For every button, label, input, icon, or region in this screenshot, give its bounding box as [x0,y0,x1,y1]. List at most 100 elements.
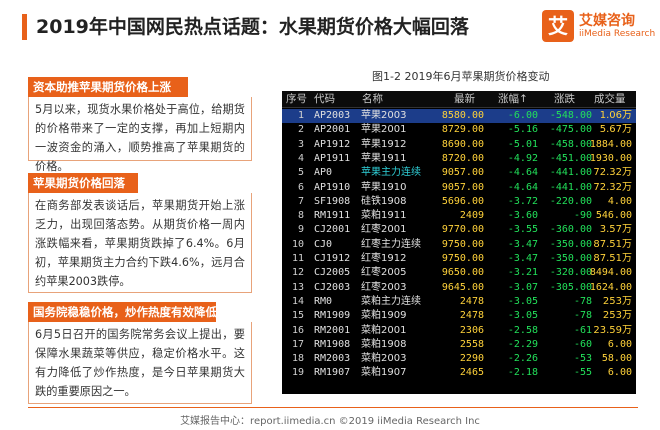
row-name: 红枣2003 [361,281,407,293]
chart-caption: 图1-2 2019年6月苹果期货价格变动 [372,70,550,83]
row-latest-price: 9057.00 [441,167,484,179]
table-row[interactable]: 3 AP1912 苹果1912 8690.00 -5.01 -458.00 1884.00 [282,138,636,152]
row-volume: 253万 [602,295,632,307]
iimedia-logo: 艾 艾媒咨询 iiMedia Research [542,10,655,44]
row-change: -441.00 [549,167,592,179]
table-row[interactable]: 8 RM1911 菜粕1911 2409 -3.60 -90 546.00 [282,209,636,223]
col-header-code[interactable]: 代码 [314,93,335,105]
row-latest-price: 8690.00 [441,138,484,150]
col-header-change[interactable]: 涨跌 [554,93,575,105]
row-code: RM2001 [314,324,351,336]
row-name: 菜粕1909 [361,310,407,322]
row-volume: 546.00 [595,210,632,222]
row-code: AP1912 [314,138,351,150]
row-volume: 253万 [602,310,632,322]
row-change-pct: -5.16 [507,124,538,136]
row-name: 菜粕2003 [361,353,407,365]
row-volume: 87.51万 [593,253,632,264]
row-volume: 72.32万 [593,181,632,193]
table-row[interactable]: 14 RM0 菜粕主力连续 2478 -3.05 -78 253万 [282,295,636,309]
logo-text-cn: 艾媒咨询 [579,13,635,29]
row-latest-price: 2558 [459,338,484,350]
row-name: 苹果1912 [361,138,407,150]
row-code: AP1910 [314,181,351,193]
table-row[interactable]: 13 CJ2003 红枣2003 9645.00 -3.07 -305.00 1624.00 [282,281,636,295]
footer-text: 艾媒报告中心：report.iimedia.cn ©2019 iiMedia R… [180,416,480,427]
row-name: 菜粕1911 [361,210,407,222]
row-change: -475.00 [549,124,592,136]
table-row[interactable]: 15 RM1909 菜粕1909 2478 -3.05 -78 253万 [282,309,636,323]
row-volume: 4.00 [607,195,632,207]
row-change-pct: -3.55 [507,224,538,236]
col-header-name[interactable]: 名称 [362,93,383,105]
row-change: -90 [573,210,592,222]
row-change: -350.00 [549,253,592,264]
row-index: 5 [297,167,304,179]
row-volume: 6.00 [607,338,632,350]
row-name: 红枣1912 [361,253,407,264]
table-row[interactable]: 1 AP2003 苹果2003 8580.00 -6.00 -548.00 1.06万 [282,109,636,124]
row-index: 19 [291,367,304,379]
row-latest-price: 2478 [459,310,484,322]
col-header-change-pct[interactable]: 涨幅↑ [498,93,528,105]
table-row[interactable]: 9 CJ2001 红枣2001 9770.00 -3.55 -360.00 3.57万 [282,223,636,237]
row-code: SF1908 [314,195,351,207]
row-volume: 3.57万 [599,224,632,236]
row-code: RM1909 [314,310,351,322]
row-latest-price: 8580.00 [441,110,484,121]
row-change: -350.00 [549,238,592,250]
row-name: 菜粕1908 [361,338,407,350]
col-header-index[interactable]: 序号 [286,93,307,105]
table-row[interactable]: 6 AP1910 苹果1910 9057.00 -4.64 -441.00 72.32万 [282,181,636,195]
table-row[interactable]: 18 RM2003 菜粕2003 2290 -2.26 -53 58.00 [282,352,636,366]
row-change-pct: -3.05 [507,295,538,307]
row-name: 菜粕主力连续 [361,295,421,307]
table-row[interactable]: 2 AP2001 苹果2001 8729.00 -5.16 -475.00 5.67万 [282,123,636,137]
row-name: 苹果1911 [361,152,407,164]
row-change-pct: -3.47 [507,238,538,250]
footer-divider [28,407,638,408]
title-bar: 2019年中国网民热点话题：水果期货价格大幅回落 艾 艾媒咨询 iiMedia … [0,0,660,52]
row-change-pct: -4.92 [507,152,538,164]
table-row[interactable]: 10 CJ0 红枣主力连续 9750.00 -3.47 -350.00 87.51万 [282,238,636,252]
col-header-latest[interactable]: 最新 [454,93,475,105]
col-header-volume[interactable]: 成交量 [594,93,626,105]
table-row[interactable]: 17 RM1908 菜粕1908 2558 -2.29 -60 6.00 [282,338,636,352]
row-volume: 1884.00 [589,138,632,150]
row-change: -53 [573,353,592,365]
row-volume: 1930.00 [589,152,632,164]
row-change: -360.00 [549,224,592,236]
section-text-decline: 在商务部发表谈话后，苹果期货开始上涨乏力，出现回落态势。从期货价格一周内涨跌幅来… [28,193,252,293]
row-change-pct: -3.05 [507,310,538,322]
row-latest-price: 9770.00 [441,224,484,236]
table-row[interactable]: 19 RM1907 菜粕1907 2465 -2.18 -55 6.00 [282,366,636,380]
row-name: 苹果2001 [361,124,407,136]
table-row[interactable]: 11 CJ1912 红枣1912 9750.00 -3.47 -350.00 87.51万 [282,252,636,266]
row-name: 菜粕1907 [361,367,407,379]
table-row[interactable]: 16 RM2001 菜粕2001 2306 -2.58 -61 23.59万 [282,324,636,338]
row-index: 7 [297,195,304,207]
row-change: -61 [573,324,592,336]
row-latest-price: 2409 [459,210,484,222]
table-row[interactable]: 4 AP1911 苹果1911 8720.00 -4.92 -451.00 1930.00 [282,152,636,166]
row-code: AP0 [314,167,333,179]
table-row[interactable]: 12 CJ2005 红枣2005 9650.00 -3.21 -320.00 8494.00 [282,266,636,280]
row-index: 12 [291,267,304,279]
row-code: RM1908 [314,338,351,350]
row-index: 15 [291,310,304,322]
row-code: CJ2003 [314,281,351,293]
row-change: -451.00 [549,152,592,164]
row-volume: 6.00 [607,367,632,379]
row-code: AP2003 [314,110,351,121]
row-index: 1 [297,110,304,121]
table-row[interactable]: 5 AP0 苹果主力连续 9057.00 -4.64 -441.00 72.32万 [282,166,636,180]
table-header: 序号 代码 名称 最新 涨幅↑ 涨跌 成交量 [282,91,636,108]
table-row[interactable]: 7 SF1908 硅铁1908 5696.00 -3.72 -220.00 4.00 [282,195,636,209]
row-change: -60 [573,338,592,350]
row-index: 3 [297,138,304,150]
row-change-pct: -4.64 [507,167,538,179]
row-latest-price: 9057.00 [441,181,484,193]
row-volume: 87.51万 [593,238,632,250]
section-text-capital: 5月以来，现货水果价格处于高位，给期货的价格带来了一定的支撑，再加上短期内一波资… [28,97,252,173]
row-change-pct: -5.01 [507,138,538,150]
